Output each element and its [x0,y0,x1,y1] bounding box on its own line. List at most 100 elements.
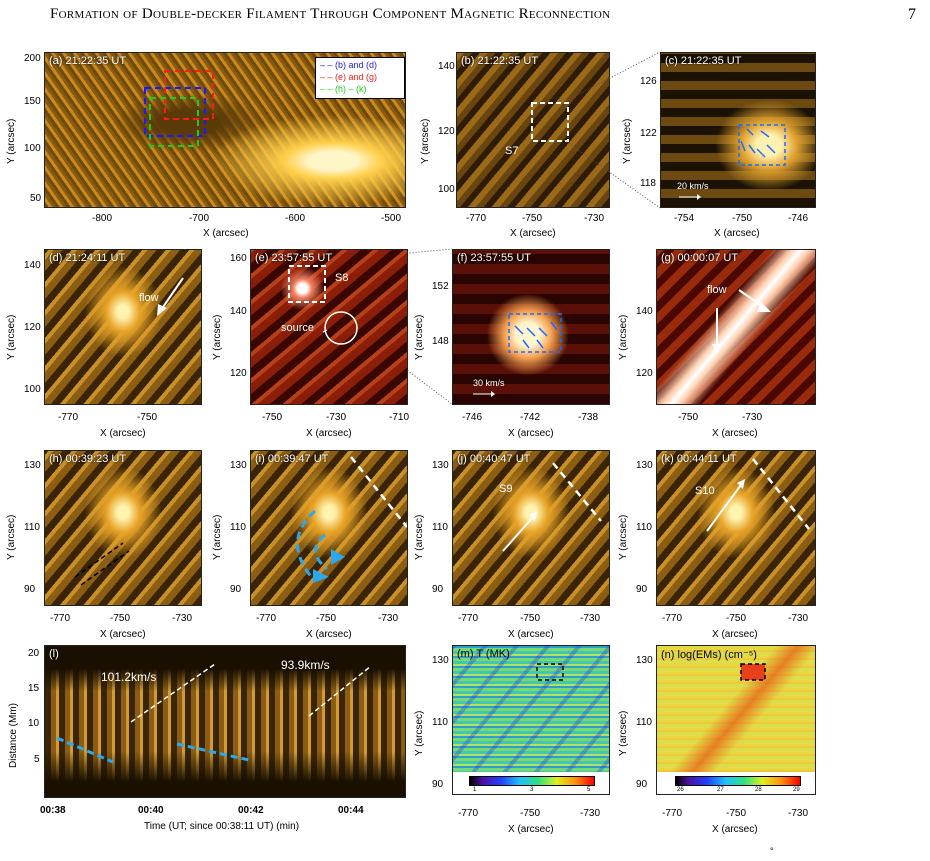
panel-m-ylabel: Y (arcsec) [414,710,425,756]
panel-k-ytick: 130 [636,460,653,471]
panel-d-ytick: 100 [24,384,41,395]
panel-b-ytick: 120 [438,126,455,137]
panel-k-ylabel: Y (arcsec) [618,514,629,560]
panel-f-xtick: -746 [462,412,483,423]
panel-c-ytick: 126 [640,76,657,87]
panel-l-ytick: 20 [28,648,40,659]
panel-e-xlabel: X (arcsec) [306,428,352,439]
panel-m-xlabel: X (arcsec) [508,824,554,835]
panel-m-cbtick: 1 [473,787,477,793]
panel-j-ytick: 110 [432,522,448,533]
panel-h-ytick: 90 [24,584,36,595]
panel-k-ytick: 110 [636,522,652,533]
panel-d-anno: flow [139,292,159,304]
panel-k-marks [706,458,810,532]
panel-n-cbtick: 27 [717,787,724,793]
panel-k-xtick: -770 [662,613,683,624]
panel-n-xtick: -730 [788,808,809,819]
panel-m-ytick: 110 [432,717,448,728]
panel-k-ytick: 90 [636,584,648,595]
panel-n-xtick: -750 [726,808,747,819]
panel-h-xlabel: X (arcsec) [100,629,146,640]
panel-i-ytick: 130 [230,460,247,471]
panel-l-xtick: 00:40 [138,805,164,816]
panel-a-xtick: -500 [381,213,402,224]
panel-m-xtick: -750 [520,808,541,819]
panel-f-label: (f) 23:57:55 UT [457,252,531,264]
panel-j-xlabel: X (arcsec) [508,629,554,640]
panel-m-colorbar [469,776,595,786]
panel-j-xtick: -750 [520,613,541,624]
panel-g-arrows [712,289,771,354]
panel-e-ytick: 140 [230,306,247,317]
panel-n-label: (n) log(EMs) (cm⁻⁵) [661,649,757,661]
panel-a-ytick: 100 [24,143,41,154]
panel-l-ytick: 15 [28,683,40,694]
panel-i-ytick: 110 [230,522,246,533]
panel-b-xlabel: X (arcsec) [510,228,556,239]
panel-j-marks [502,462,602,552]
panel-g-ytick: 120 [636,368,653,379]
panel-j-ylabel: Y (arcsec) [414,514,425,560]
panel-b-xtick: -750 [522,213,543,224]
panel-e-xtick: -730 [326,412,347,423]
running-header: Formation of Double-decker Filament Thro… [0,0,930,30]
panel-n-image: (n) log(EMs) (cm⁻⁵) 26 27 28 29 [656,645,816,795]
panel-g-image: (g) 00:00:07 UT flow [656,249,816,405]
panel-h-ytick: 130 [24,460,41,471]
panel-f-ytick: 148 [432,336,449,347]
panel-f-xtick: -738 [578,412,599,423]
panel-e-anno-s8: S8 [335,272,349,284]
panel-j-xtick: -770 [458,613,479,624]
panel-h-lines [74,542,130,586]
panel-a-ylabel: Y (arcsec) [6,118,17,164]
panel-d-image: (d) 21:24:11 UT flow [44,249,202,405]
panel-c-image: (c) 21:22:35 UT 20 km/s [660,52,816,208]
panel-n-cbtick: 29 [793,787,800,793]
panel-f-image: (f) 23:57:55 UT 30 km/s [452,249,610,405]
panel-a-xtick: -600 [285,213,306,224]
panel-m-cbtick: 3 [530,787,534,793]
panel-i-image: (i) 00:39:47 UT [250,450,408,606]
panel-n-cbtick: 26 [677,787,684,793]
panel-b-ylabel: Y (arcsec) [420,118,431,164]
panel-e-xtick: -750 [262,412,283,423]
panel-k-xlabel: X (arcsec) [712,629,758,640]
panel-i-xtick: -750 [316,613,337,624]
panel-b-xtick: -770 [466,213,487,224]
panel-d-label: (d) 21:24:11 UT [49,252,126,264]
panel-b-xtick: -730 [584,213,605,224]
panel-b-label: (b) 21:22:35 UT [461,55,539,67]
panel-i-marks [296,456,407,583]
panel-h-ylabel: Y (arcsec) [6,514,17,560]
panel-g-anno: flow [707,284,727,296]
panel-l-xtick: 00:44 [338,805,364,816]
panel-m-label: (m) T (MK) [457,648,510,660]
panel-c-xlabel: X (arcsec) [714,228,760,239]
panel-e-anno-source: source [281,322,315,334]
panel-e-ylabel: Y (arcsec) [212,314,223,360]
panel-l-label: (l) [49,648,59,660]
panel-d-xtick: -750 [137,412,158,423]
panel-l-speed-1: 101.2km/s [101,670,157,684]
panel-c-ylabel: Y (arcsec) [622,118,633,164]
panel-a-legend: – – (b) and (d) – – (e) and (g) – – (h) … [315,57,405,99]
panel-f-ytick: 152 [432,281,449,292]
panel-m-cbtick: 5 [587,787,591,793]
panel-h-image: (h) 00:39:23 UT [44,450,202,606]
panel-n-box [740,663,766,681]
panel-l-xtick: 00:38 [40,805,66,816]
panel-f-ylabel: Y (arcsec) [414,314,425,360]
panel-g-xtick: -730 [742,412,763,423]
panel-c-xtick: -754 [674,213,695,224]
legend-item-3: (h) – (k) [335,84,367,94]
panel-f-xlabel: X (arcsec) [508,428,554,439]
panel-n-xtick: -770 [662,808,683,819]
panel-m-xtick: -770 [458,808,479,819]
panel-d-ytick: 140 [24,260,41,271]
panel-i-ylabel: Y (arcsec) [212,514,223,560]
panel-j-ytick: 90 [432,584,444,595]
page-number: 7 [908,6,916,23]
panel-j-label: (j) 00:40:47 UT [457,453,531,465]
panel-a-label: (a) 21:22:35 UT [49,55,127,67]
